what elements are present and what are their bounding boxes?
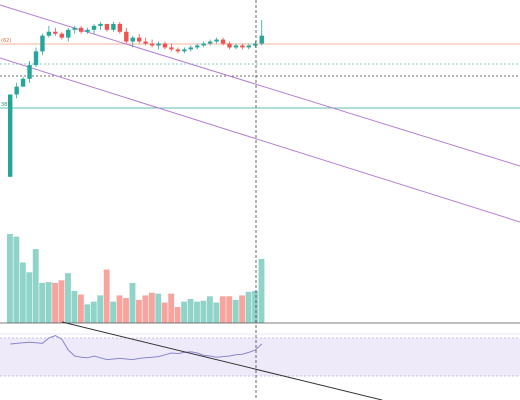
volume-bar — [39, 282, 46, 323]
candles — [8, 20, 264, 177]
rsi-line — [10, 335, 263, 361]
volume-bar — [148, 292, 155, 323]
volume-bar — [206, 296, 213, 323]
candle-body — [169, 47, 174, 50]
volume-bar — [58, 280, 65, 323]
volume-bar — [239, 295, 246, 323]
volume-bar — [155, 293, 162, 323]
candle-body — [240, 45, 245, 48]
candle-body — [104, 23, 110, 30]
support-price-tag: 385) — [1, 102, 13, 108]
volume-bar — [110, 301, 117, 323]
volume-bar — [194, 301, 200, 323]
candle-body — [14, 86, 19, 95]
volume-bar — [13, 236, 20, 323]
volume-bar — [52, 282, 58, 323]
candle-body — [137, 37, 142, 42]
volume-bar — [226, 296, 233, 323]
volume-bar — [129, 282, 136, 323]
candle-body — [233, 45, 239, 48]
volume-bar — [245, 291, 252, 323]
candle-body — [220, 39, 226, 44]
candle-body — [130, 37, 135, 42]
volume-bar — [136, 299, 142, 323]
candle-body — [40, 35, 45, 52]
candle-body — [214, 39, 219, 42]
volume-bars — [7, 234, 265, 323]
candle-body — [195, 45, 200, 48]
volume-bar — [219, 296, 226, 323]
candle-body — [78, 27, 84, 32]
candle-body — [259, 35, 264, 44]
candle-body — [46, 31, 52, 36]
rsi-trendline[interactable] — [61, 321, 383, 400]
candle-body — [227, 43, 232, 48]
candle-body — [111, 23, 116, 30]
candle-body — [8, 94, 13, 177]
volume-bar — [181, 301, 187, 323]
candle-body — [246, 45, 252, 48]
volume-bar — [32, 249, 39, 323]
volume-bar — [65, 273, 71, 323]
candle-body — [27, 65, 32, 79]
volume-bar — [45, 282, 52, 323]
volume-bar — [103, 269, 110, 323]
rsi-band — [0, 338, 520, 376]
volume-bar — [142, 295, 149, 323]
candle-body — [162, 43, 168, 48]
candle-body — [59, 33, 64, 38]
channel-top-line[interactable] — [0, 4, 520, 167]
candle-body — [72, 27, 77, 30]
volume-bar — [123, 298, 129, 323]
candle-body — [91, 25, 97, 30]
volume-bar — [97, 295, 104, 323]
volume-bar — [174, 306, 181, 323]
candle-body — [53, 31, 58, 34]
candle-body — [124, 31, 129, 42]
candle-body — [156, 43, 161, 46]
candle-body — [207, 41, 213, 44]
candle-body — [201, 43, 206, 46]
candle-body — [182, 49, 187, 52]
volume-bar — [168, 293, 175, 323]
candle-body — [149, 43, 155, 46]
volume-bar — [19, 262, 26, 323]
volume-bar — [258, 258, 265, 323]
channel-bottom-line[interactable] — [0, 57, 520, 223]
candle-body — [143, 41, 148, 44]
volume-bar — [187, 298, 194, 323]
volume-bar — [200, 300, 207, 323]
resistance-price-tag: (62) — [1, 38, 11, 44]
volume-bar — [213, 302, 220, 323]
candle-body — [66, 29, 71, 38]
volume-bar — [252, 290, 258, 323]
candle-body — [253, 43, 258, 46]
candle-body — [98, 23, 103, 26]
candle-body — [33, 51, 39, 66]
candle-body — [117, 23, 123, 32]
volume-bar — [71, 290, 78, 323]
volume-bar — [84, 304, 91, 323]
candle-body — [188, 47, 193, 50]
candle-body — [20, 78, 26, 87]
candle-body — [175, 49, 181, 52]
volume-bar — [116, 295, 123, 323]
volume-bar — [232, 299, 239, 323]
volume-bar — [7, 234, 13, 323]
volume-bar — [161, 302, 168, 323]
candle-body — [85, 29, 90, 32]
volume-bar — [26, 272, 33, 323]
volume-bar — [77, 294, 84, 323]
volume-bar — [90, 301, 97, 323]
